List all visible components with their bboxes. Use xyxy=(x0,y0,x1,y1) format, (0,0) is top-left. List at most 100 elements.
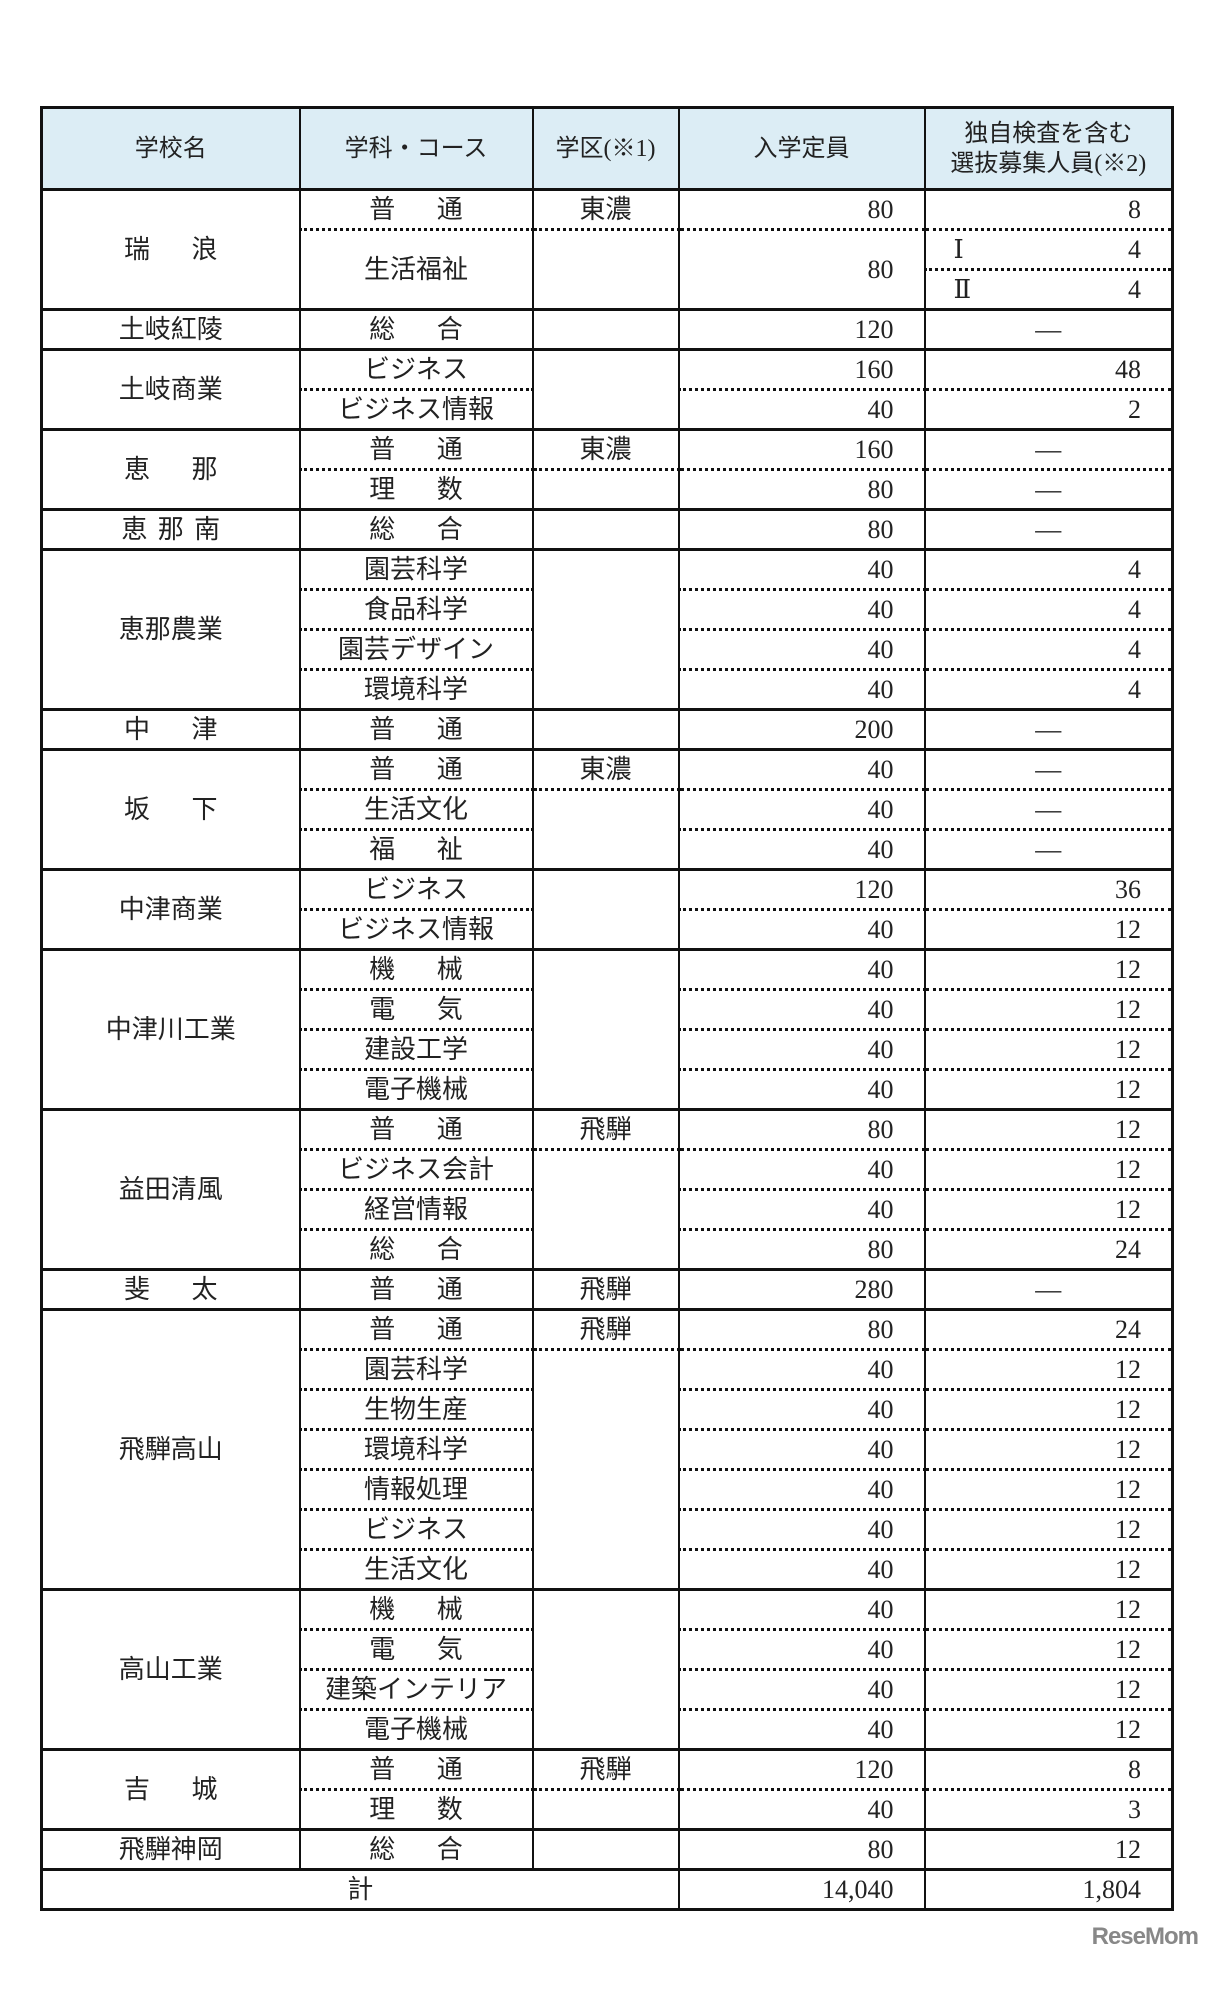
capacity-text: 280 xyxy=(854,1274,894,1304)
district: 東濃 xyxy=(531,428,680,470)
course-name: 普通 xyxy=(298,1308,534,1350)
table-row: 総合 80 24 xyxy=(42,1228,1174,1270)
course-name: 機械 xyxy=(298,1588,534,1630)
table-row: 飛騨高山 普通 飛騨 80 24 xyxy=(40,1308,1174,1590)
school-name: 恵那南 xyxy=(40,508,301,550)
table-row: ビジネス情報 40 2 xyxy=(42,388,1174,430)
selection-text: 12 xyxy=(1115,914,1141,944)
selection: — xyxy=(923,828,1174,870)
table-row: 瑞浪 普通 東濃 80 8 xyxy=(40,188,1174,310)
table-row: 恵那農業 園芸科学 40 4 xyxy=(40,548,1174,710)
selection-text: 2 xyxy=(1128,394,1141,424)
selection-text: 12 xyxy=(1115,1554,1141,1584)
selection-text: 12 xyxy=(1115,1394,1141,1424)
selection-text: 12 xyxy=(1115,1834,1141,1864)
table-row: 環境科学 40 4 xyxy=(42,668,1174,710)
selection-text: — xyxy=(1035,1274,1062,1304)
table-row: 中津商業 ビジネス 120 36 xyxy=(40,868,1174,950)
header-school: 学校名 xyxy=(40,106,301,191)
selection: 12 xyxy=(923,908,1174,950)
capacity: 40 xyxy=(677,828,926,870)
school-name: 益田清風 xyxy=(40,1108,301,1270)
school-name-text: 恵那南 xyxy=(121,514,231,544)
school-name: 斐太 xyxy=(40,1268,301,1310)
selection-text: 12 xyxy=(1115,1514,1141,1544)
table-row: 経営情報 40 12 xyxy=(42,1188,1174,1230)
district-empty xyxy=(531,468,680,510)
selection: 12 xyxy=(923,1108,1174,1150)
selection: 4 xyxy=(923,548,1174,590)
capacity-text: 160 xyxy=(854,434,894,464)
school-name-text: 飛騨神岡 xyxy=(118,1834,223,1864)
district-empty xyxy=(531,348,680,430)
district-text: 飛騨 xyxy=(579,1274,632,1304)
course-name-text: 経営情報 xyxy=(363,1194,468,1224)
capacity-text: 80 xyxy=(867,1314,894,1344)
total-capacity: 14,040 xyxy=(677,1868,926,1910)
table-row: 理数 40 3 xyxy=(42,1788,1174,1830)
school-name-text: 中津 xyxy=(123,714,260,744)
course-name-text: 普通 xyxy=(369,1314,505,1344)
capacity: 80 xyxy=(677,1308,926,1350)
selection: 12 xyxy=(923,1028,1174,1070)
selection-text: 24 xyxy=(1115,1234,1141,1264)
selection: 36 xyxy=(923,868,1174,910)
capacity-text: 40 xyxy=(867,594,894,624)
capacity-text: 80 xyxy=(867,1114,894,1144)
capacity: 40 xyxy=(677,1548,926,1590)
capacity-text: 40 xyxy=(867,1714,894,1744)
school-name-text: 土岐紅陵 xyxy=(118,314,223,344)
capacity: 40 xyxy=(677,1788,926,1830)
selection-text: 3 xyxy=(1128,1794,1141,1824)
district: 飛騨 xyxy=(531,1108,680,1150)
selection: 24 xyxy=(923,1308,1174,1350)
total-selection-text: 1,804 xyxy=(1082,1874,1142,1904)
course-name: 電気 xyxy=(298,988,534,1030)
district-empty xyxy=(531,788,680,870)
total-selection: 1,804 xyxy=(923,1868,1174,1910)
course-name: 情報処理 xyxy=(298,1468,534,1510)
course-name: 園芸科学 xyxy=(298,1348,534,1390)
selection-text: 12 xyxy=(1115,1594,1141,1624)
course-name: ビジネス xyxy=(298,868,534,910)
course-name: 生活福祉 xyxy=(298,228,534,310)
selection: 24 xyxy=(923,1228,1174,1270)
total-row: 計 14,040 1,804 xyxy=(40,1868,1174,1910)
district-empty xyxy=(531,1828,680,1870)
capacity: 40 xyxy=(677,788,926,830)
capacity: 40 xyxy=(677,548,926,590)
selection: 12 xyxy=(923,1388,1174,1430)
table-row: 坂下 普通 東濃 40 — xyxy=(40,748,1174,870)
course-name-text: 食品科学 xyxy=(363,594,468,624)
selection-text: 12 xyxy=(1115,1714,1141,1744)
capacity: 40 xyxy=(677,1508,926,1550)
school-name: 飛騨高山 xyxy=(40,1308,301,1590)
table-row: 恵那 普通 東濃 160 — xyxy=(40,428,1174,510)
course-name: 園芸科学 xyxy=(298,548,534,590)
district-empty xyxy=(531,868,680,950)
course-name: ビジネス情報 xyxy=(298,388,534,430)
table-row: 理数 80 — xyxy=(42,468,1174,510)
course-name-text: 生活文化 xyxy=(363,1554,468,1584)
capacity-text: 40 xyxy=(867,1674,894,1704)
selection-text: 12 xyxy=(1115,1114,1141,1144)
selection: 4 xyxy=(923,668,1174,710)
course-name-text: 理数 xyxy=(369,474,505,504)
selection: — xyxy=(923,788,1174,830)
course-name: 普通 xyxy=(298,188,534,230)
district-empty xyxy=(531,548,680,710)
selection: — xyxy=(923,468,1174,510)
selection-text: 12 xyxy=(1115,994,1141,1024)
header-selection: 独自検査を含む 選抜募集人員(※2) xyxy=(923,106,1174,191)
selection-text: 12 xyxy=(1115,1074,1141,1104)
school-name: 恵那 xyxy=(40,428,301,510)
district-empty xyxy=(531,508,680,550)
course-name-text: 生物生産 xyxy=(363,1394,468,1424)
school-name-text: 恵那 xyxy=(123,454,260,484)
selection: 4 xyxy=(923,588,1174,630)
capacity-text: 40 xyxy=(867,1554,894,1584)
district: 飛騨 xyxy=(531,1268,680,1310)
district-empty xyxy=(531,1788,680,1830)
table-row: 益田清風 普通 飛騨 80 12 xyxy=(40,1108,1174,1270)
course-name: 電子機械 xyxy=(298,1068,534,1110)
